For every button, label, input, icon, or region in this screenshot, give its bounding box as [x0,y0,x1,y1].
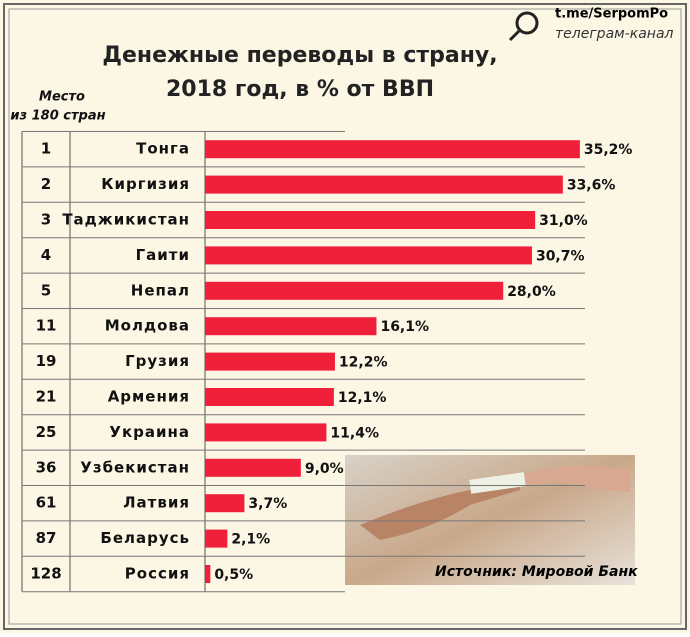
value-label: 0,5% [214,567,253,583]
rank: 2 [41,175,51,193]
category-label: Украина [109,423,190,441]
value-label: 28,0% [507,284,556,300]
bar [205,140,580,159]
category-label: Гаити [136,246,190,264]
value-label: 16,1% [380,319,429,335]
frame [3,3,687,630]
category-label: Грузия [125,352,190,370]
bar [205,565,211,583]
value-label: 9,0% [305,461,344,477]
logo [515,11,539,35]
bar [205,458,301,477]
rank: 4 [41,246,51,264]
rank: 1 [41,140,51,158]
category-label: Латвия [123,494,190,512]
bar [205,211,536,229]
category-label: Молдова [105,317,190,335]
rank: 87 [36,529,57,547]
source: Источник: Мировой Банк [435,564,638,580]
value-label: 33,6% [567,178,616,194]
category-label: Армения [108,388,190,406]
rank-header: из 180 стран [10,109,105,124]
chart-title: Денежные переводы в страну, [102,43,497,68]
bar [205,352,335,371]
hand-right [510,466,630,492]
rank: 25 [36,423,57,441]
category-label: Россия [125,565,190,583]
rank: 11 [36,317,57,335]
value-label: 11,4% [330,425,379,441]
value-label: 31,0% [539,213,588,229]
value-label: 3,7% [248,496,287,512]
value-label: 12,2% [339,355,388,371]
rank: 3 [41,211,51,229]
category-label: Беларусь [100,529,190,547]
watermark-caption: телеграм-канал [555,26,674,42]
bar [205,317,377,336]
value-label: 2,1% [231,532,270,548]
bar [205,423,327,442]
category-label: Узбекистан [80,458,190,476]
bar [205,281,504,300]
category-label: Таджикистан [62,211,190,229]
category-label: Тонга [136,140,190,158]
bar [205,388,334,406]
hand-left [360,480,520,540]
value-label: 30,7% [536,248,585,264]
rank: 19 [36,352,57,370]
watermark-link: t.me/SerpomPo [555,7,668,22]
bar [205,494,245,513]
rank: 128 [30,565,61,583]
category-label: Киргизия [101,175,190,193]
bar [205,175,563,194]
rank-header: Место [39,90,85,105]
bar [205,529,228,548]
banknote [469,472,526,494]
category-label: Непал [131,281,190,299]
rank: 5 [41,281,51,299]
rank: 21 [36,388,57,406]
value-label: 12,1% [338,390,387,406]
logo-handle [508,29,521,42]
chart-title: 2018 год, в % от ВВП [166,77,434,102]
rank: 61 [36,494,57,512]
bar [205,246,532,265]
value-label: 35,2% [584,142,633,158]
rank: 36 [36,458,57,476]
frame-inner [8,8,682,625]
